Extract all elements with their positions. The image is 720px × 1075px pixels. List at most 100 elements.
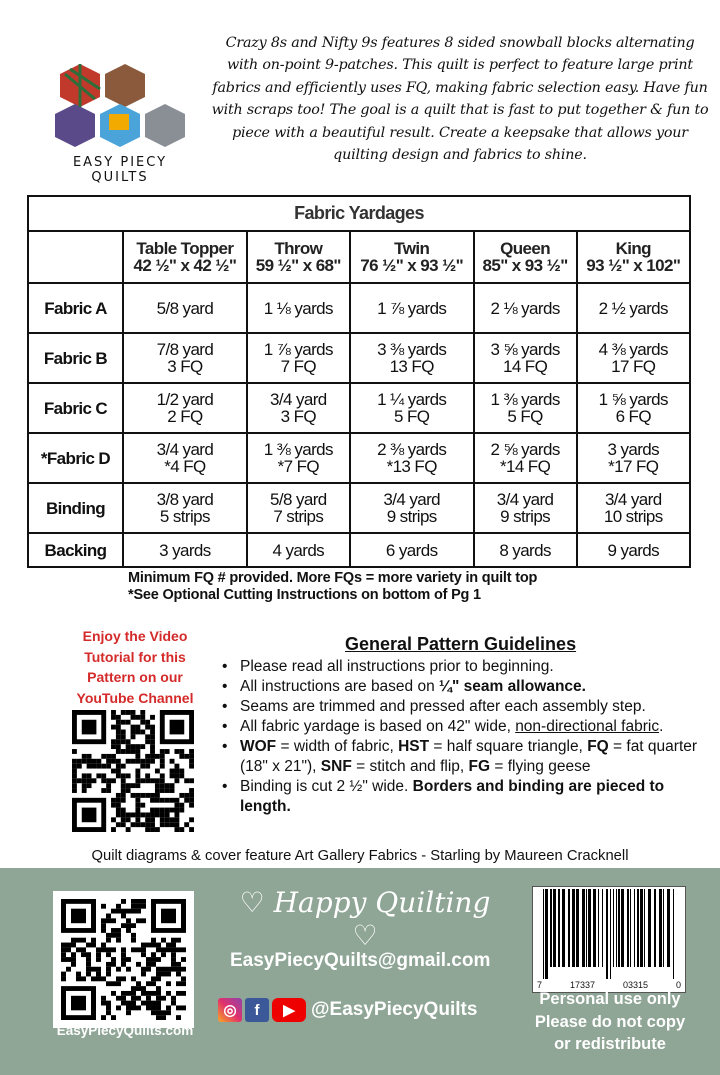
cell-line: 7/8 yard bbox=[156, 340, 214, 359]
cell-line: *17 FQ bbox=[608, 457, 659, 476]
yardage-cell: 1 ⅛ yards bbox=[245, 282, 351, 334]
yardage-cell: 4 ⅜ yards 17 FQ bbox=[575, 332, 692, 384]
yardage-cell: 3 yards bbox=[122, 532, 248, 568]
barcode-digit: 03315 bbox=[622, 980, 649, 990]
logo-hexagons bbox=[55, 64, 185, 147]
yardage-cell: 3 yards *17 FQ bbox=[575, 432, 692, 484]
cell-line: 7 strips bbox=[273, 507, 324, 526]
cell-line: 3 ⅝ yards bbox=[490, 340, 560, 359]
guideline-item: Please read all instructions prior to be… bbox=[218, 657, 698, 677]
cell-line: 17 FQ bbox=[611, 357, 656, 376]
notice-line: or redistribute bbox=[554, 1035, 666, 1053]
table-row: Fabric A 5/8 yard 1 ⅛ yards 1 ⅞ yards 2 ⅛ ya… bbox=[27, 282, 692, 334]
guideline-text: . bbox=[659, 718, 664, 735]
logo-text: EASY PIECY QUILTS bbox=[72, 155, 168, 185]
size-dimensions: 42 ½" x 42 ½" bbox=[133, 256, 237, 275]
barcode-digit: 7 bbox=[537, 980, 543, 990]
yardage-cell: 3/4 yard 3 FQ bbox=[245, 382, 351, 434]
yardage-cell: 1 ⅜ yards 5 FQ bbox=[472, 382, 578, 434]
cell-line: 4 yards bbox=[272, 540, 325, 560]
youtube-qr-code[interactable] bbox=[72, 710, 194, 832]
cell-line: *7 FQ bbox=[277, 457, 320, 476]
cell-line: 5 FQ bbox=[507, 407, 543, 426]
cell-line: 13 FQ bbox=[389, 357, 435, 376]
video-tutorial-text: Enjoy the Video Tutorial for this Patter… bbox=[76, 628, 194, 706]
cell-line: 3/4 yard bbox=[383, 490, 441, 509]
guidelines-title: General Pattern Guidelines bbox=[345, 634, 577, 654]
yardage-cell: 7/8 yard 3 FQ bbox=[122, 332, 248, 384]
guideline-item: Seams are trimmed and pressed after each… bbox=[218, 697, 698, 717]
cell-line: 1/2 yard bbox=[156, 390, 214, 409]
youtube-icon[interactable]: ▶ bbox=[272, 998, 306, 1022]
cell-line: 1 ⅞ yards bbox=[263, 340, 334, 359]
cell-line: 2 ½ yards bbox=[598, 298, 669, 318]
instagram-icon[interactable]: ◎ bbox=[218, 998, 242, 1022]
yardage-cell: 2 ⅝ yards *14 FQ bbox=[472, 432, 578, 484]
yardage-cell: 3 ⅝ yards 14 FQ bbox=[472, 332, 578, 384]
cell-line: 3 FQ bbox=[280, 407, 317, 426]
guideline-text: WOF bbox=[240, 738, 277, 755]
happy-quilting: ♡ Happy Quilting ♡ bbox=[225, 886, 505, 952]
yardage-cell: 1/2 yard 2 FQ bbox=[122, 382, 248, 434]
yardage-cell: 3/4 yard 10 strips bbox=[575, 482, 692, 534]
cell-line: *4 FQ bbox=[164, 457, 206, 476]
cell-line: 3 yards bbox=[159, 540, 211, 560]
note: Minimum FQ # provided. More FQs = more v… bbox=[128, 570, 538, 586]
row-label: *Fabric D bbox=[27, 432, 124, 484]
cell-line: 6 FQ bbox=[615, 407, 652, 426]
barcode-digit: 0 bbox=[675, 980, 681, 990]
cell-line: 3 ⅜ yards bbox=[377, 340, 447, 359]
facebook-icon[interactable]: f bbox=[245, 998, 269, 1022]
size-name: Throw bbox=[274, 239, 323, 258]
guideline-text: All fabric yardage is based on 42" wide, bbox=[240, 718, 516, 735]
table-row: Fabric B 7/8 yard 3 FQ 1 ⅞ yards 7 FQ 3 ⅜ yar… bbox=[27, 332, 692, 384]
cell-line: 3/4 yard bbox=[604, 490, 662, 509]
guideline-text: = half square triangle, bbox=[429, 738, 588, 755]
guidelines-list: Please read all instructions prior to be… bbox=[218, 657, 698, 817]
website-link[interactable]: EasyPiecyQuilts.com bbox=[56, 1023, 194, 1038]
cell-line: 3/4 yard bbox=[269, 390, 327, 409]
website-qr-code[interactable] bbox=[53, 891, 194, 1028]
guideline-item: All fabric yardage is based on 42" wide,… bbox=[218, 717, 698, 737]
column-header: Throw 59 ½" x 68" bbox=[245, 230, 351, 284]
guideline-item: WOF = width of fabric, HST = half square… bbox=[218, 737, 698, 777]
yardage-cell: 1 ⅜ yards *7 FQ bbox=[245, 432, 351, 484]
yardage-cell: 1 ¼ yards 5 FQ bbox=[348, 382, 475, 434]
cell-line: 1 ⅜ yards bbox=[263, 440, 334, 459]
row-label: Fabric A bbox=[27, 282, 124, 334]
size-name: King bbox=[615, 239, 652, 258]
cell-line: 3/4 yard bbox=[156, 440, 214, 459]
column-header: Table Topper 42 ½" x 42 ½" bbox=[122, 230, 248, 284]
guideline-item: Binding is cut 2 ½" wide. Borders and bi… bbox=[218, 777, 698, 817]
yardage-cell: 5/8 yard bbox=[122, 282, 248, 334]
barcode: 7 17337 03315 0 bbox=[532, 886, 686, 993]
happy-quilting-text: Happy Quilting bbox=[273, 886, 491, 919]
yardage-cell: 9 yards bbox=[575, 532, 692, 568]
cell-line: 5 FQ bbox=[394, 407, 430, 426]
cell-line: 10 strips bbox=[603, 507, 663, 526]
email-link[interactable]: EasyPiecyQuilts@gmail.com bbox=[230, 950, 491, 971]
yardage-cell: 2 ½ yards bbox=[575, 282, 692, 334]
cell-line: *13 FQ bbox=[386, 457, 438, 476]
column-header: King 93 ½" x 102" bbox=[575, 230, 692, 284]
row-label: Fabric B bbox=[27, 332, 124, 384]
cell-line: 9 yards bbox=[607, 540, 660, 560]
guideline-text: = stitch and flip, bbox=[351, 758, 469, 775]
cell-line: 9 strips bbox=[500, 507, 551, 526]
yardage-cell: 8 yards bbox=[472, 532, 578, 568]
usage-notice: Personal use only Please do not copy or … bbox=[520, 988, 700, 1056]
table-row: *Fabric D 3/4 yard *4 FQ 1 ⅜ yards *7 FQ 2 ⅜ … bbox=[27, 432, 692, 484]
guideline-text: non-directional fabric bbox=[515, 718, 660, 735]
column-header: Twin 76 ½" x 93 ½" bbox=[348, 230, 475, 284]
yardage-cell: 3/4 yard 9 strips bbox=[348, 482, 475, 534]
logo bbox=[55, 64, 185, 147]
cell-line: 5/8 yard bbox=[269, 490, 327, 509]
guideline-text: Seams are trimmed and pressed after each… bbox=[240, 698, 646, 715]
fabric-yardage-table: Fabric Yardages Table Topper 42 ½" x 42 ½… bbox=[27, 195, 692, 568]
guideline-text: Binding is cut 2 ½" wide. bbox=[240, 778, 413, 795]
social-handle[interactable]: @EasyPiecyQuilts bbox=[311, 999, 478, 1020]
cell-line: 2 ⅛ yards bbox=[490, 298, 560, 318]
table-row: Fabric C 1/2 yard 2 FQ 3/4 yard 3 FQ 1 ¼ yard… bbox=[27, 382, 692, 434]
cell-line: 1 ¼ yards bbox=[377, 390, 447, 409]
cell-line: 7 FQ bbox=[280, 357, 317, 376]
